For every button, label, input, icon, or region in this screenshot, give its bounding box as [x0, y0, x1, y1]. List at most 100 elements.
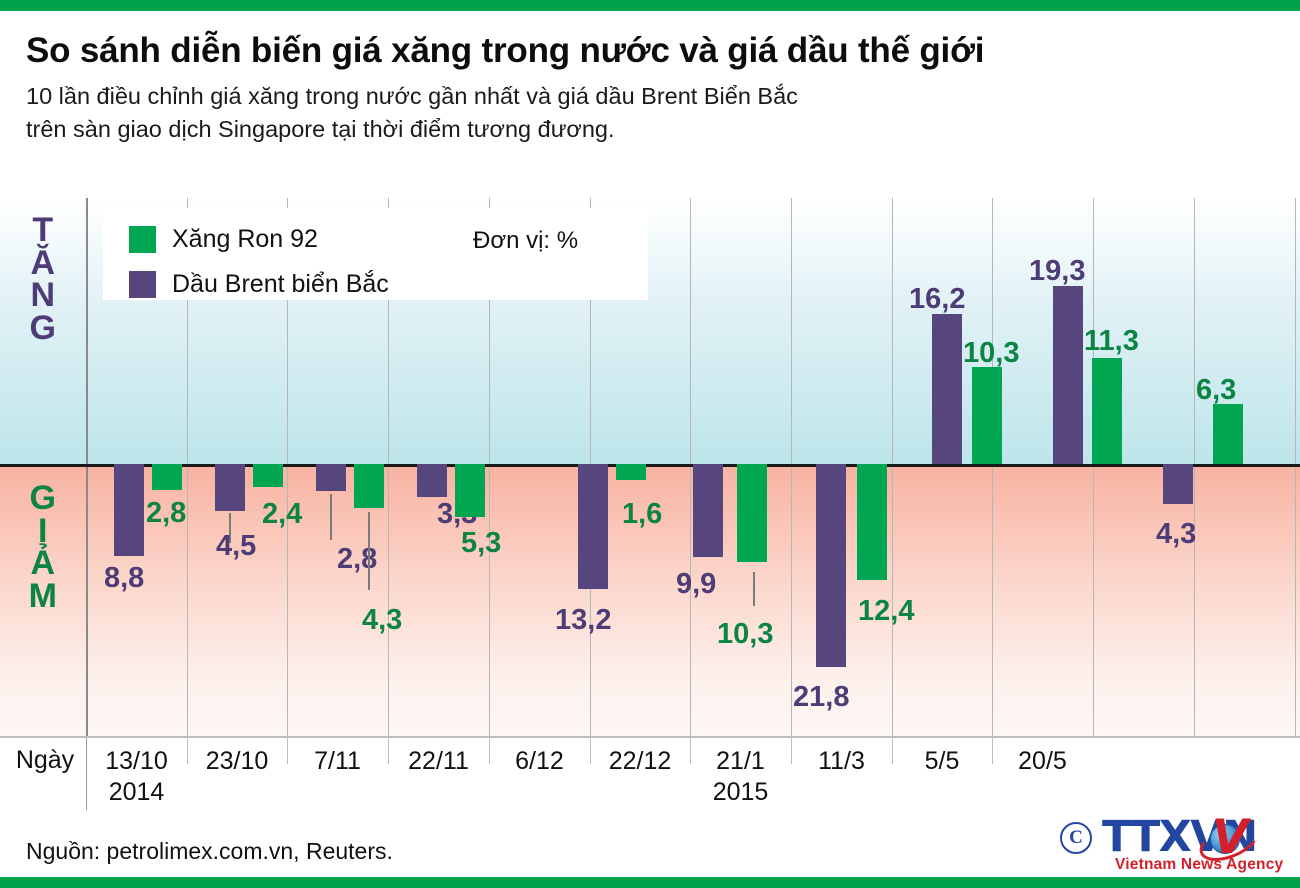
value-label-ron-4: 5,3 [461, 527, 502, 559]
gridline-1 [187, 198, 188, 738]
x-axis: Ngày 13/10 2014 23/10 7/11 22/11 6/12 22/12 21/… [0, 738, 1300, 820]
tang-letter-3: G [29, 308, 57, 347]
gridline-0 [86, 198, 88, 738]
logo-accent-v: V [1212, 810, 1249, 865]
legend-item-ron92: Xăng Ron 92 [129, 225, 318, 254]
bar-ron-7 [857, 464, 887, 580]
bar-ron-2 [253, 464, 283, 487]
logo-tagline: Vietnam News Agency [1115, 856, 1284, 873]
x-separator-5 [590, 738, 591, 764]
leader-line-ron-3 [368, 512, 370, 590]
x-label-date-9: 20/5 [1018, 747, 1067, 775]
legend: Xăng Ron 92 Dầu Brent biển Bắc Đơn vị: % [103, 208, 648, 300]
x-label-8: 5/5 [892, 746, 992, 777]
x-label-5: 22/12 [590, 746, 690, 777]
giam-letter-2: Ả [30, 544, 56, 583]
x-separator-6 [690, 738, 691, 764]
giam-letter-0: G [29, 479, 57, 517]
logo-globe-icon [1210, 824, 1240, 854]
x-separator-9 [992, 738, 993, 764]
bar-ron-9 [1092, 358, 1122, 464]
tang-letter-1: Ă [30, 243, 56, 282]
gridline-9 [992, 198, 993, 738]
header: So sánh diễn biến giá xăng trong nước và… [26, 32, 1286, 147]
bar-brent-6 [693, 464, 723, 557]
x-separator-3 [388, 738, 389, 764]
x-label-date-0: 13/10 [105, 747, 168, 775]
bar-brent-7 [816, 464, 846, 667]
gridline-3 [388, 198, 389, 738]
value-label-ron-10: 6,3 [1196, 374, 1237, 406]
bar-brent-2 [215, 464, 245, 511]
chart-area: 8,82,84,52,42,84,33,35,313,21,69,910,321… [0, 198, 1300, 738]
value-label-brent-1: 8,8 [104, 562, 145, 594]
bar-ron-5 [616, 464, 646, 480]
bar-brent-9 [1053, 286, 1083, 464]
ttxvn-logo: C TTXVN V Vietnam News Agency [1060, 810, 1285, 874]
x-label-3: 22/11 [388, 746, 489, 777]
leader-line-brent-2 [229, 513, 231, 543]
tang-letter-0: T [32, 211, 54, 249]
value-label-brent-7: 21,8 [793, 681, 850, 713]
leader-line-ron-6 [753, 572, 755, 606]
value-label-ron-3: 4,3 [362, 604, 403, 636]
x-label-date-4: 6/12 [515, 747, 564, 775]
bar-brent-4 [417, 464, 447, 497]
gridline-2 [287, 198, 288, 738]
giam-letter-3: M [28, 576, 58, 615]
value-label-brent-3: 2,8 [337, 543, 378, 575]
gridline-12 [1295, 198, 1296, 738]
gridline-11 [1194, 198, 1195, 738]
page-title: So sánh diễn biến giá xăng trong nước và… [26, 31, 985, 70]
legend-swatch-green-icon [129, 226, 156, 253]
x-label-0: 13/10 2014 [86, 746, 187, 807]
x-separator-2 [287, 738, 288, 764]
bottom-green-rule [0, 877, 1300, 888]
x-label-2: 7/11 [287, 746, 388, 777]
value-label-brent-6: 9,9 [676, 568, 717, 600]
x-label-year-6: 2015 [712, 777, 769, 806]
value-label-brent-9: 19,3 [1029, 255, 1086, 287]
source-note: Nguồn: petrolimex.com.vn, Reuters. [26, 838, 393, 864]
bar-ron-3 [354, 464, 384, 508]
gridline-6 [690, 198, 691, 738]
x-axis-title: Ngày [15, 746, 75, 774]
legend-unit: Đơn vị: % [473, 227, 579, 254]
bar-brent-8 [932, 314, 962, 464]
gridline-4 [489, 198, 490, 738]
x-label-9: 20/5 [992, 746, 1093, 777]
bar-brent-3 [316, 464, 346, 491]
chart-bottom-line [0, 736, 1300, 738]
x-separator-4 [489, 738, 490, 764]
negative-band [0, 466, 1300, 738]
value-label-brent-8: 16,2 [909, 283, 966, 315]
value-label-ron-2: 2,4 [262, 498, 303, 530]
zero-line [0, 464, 1300, 467]
x-label-1: 23/10 [187, 746, 287, 777]
x-label-4: 6/12 [489, 746, 590, 777]
legend-label-ron92: Xăng Ron 92 [172, 225, 318, 253]
value-label-ron-5: 1,6 [622, 498, 663, 530]
x-label-year-0: 2014 [108, 777, 165, 806]
x-label-date-3: 22/11 [408, 747, 469, 775]
x-label-date-1: 23/10 [205, 747, 269, 775]
x-axis-start-tick [86, 738, 87, 810]
tang-letter-2: N [30, 276, 56, 315]
gridline-10 [1093, 198, 1094, 738]
axis-label-decrease: G I Ả M [0, 479, 86, 615]
bar-ron-4 [455, 464, 485, 517]
bar-ron-1 [152, 464, 182, 490]
value-label-ron-9: 11,3 [1084, 325, 1139, 357]
legend-label-brent: Dầu Brent biển Bắc [172, 270, 389, 298]
x-label-date-8: 5/5 [924, 747, 960, 775]
bar-brent-1 [114, 464, 144, 556]
bar-ron-10 [1213, 404, 1243, 464]
x-label-date-7: 11/3 [818, 747, 865, 775]
subtitle-line-1: 10 lần điều chỉnh giá xăng trong nước gầ… [26, 82, 798, 109]
value-label-ron-6: 10,3 [717, 618, 774, 650]
copyright-icon: C [1060, 822, 1092, 854]
bar-ron-8 [972, 367, 1002, 464]
bar-ron-6 [737, 464, 767, 562]
value-label-brent-2: 4,5 [216, 530, 257, 562]
